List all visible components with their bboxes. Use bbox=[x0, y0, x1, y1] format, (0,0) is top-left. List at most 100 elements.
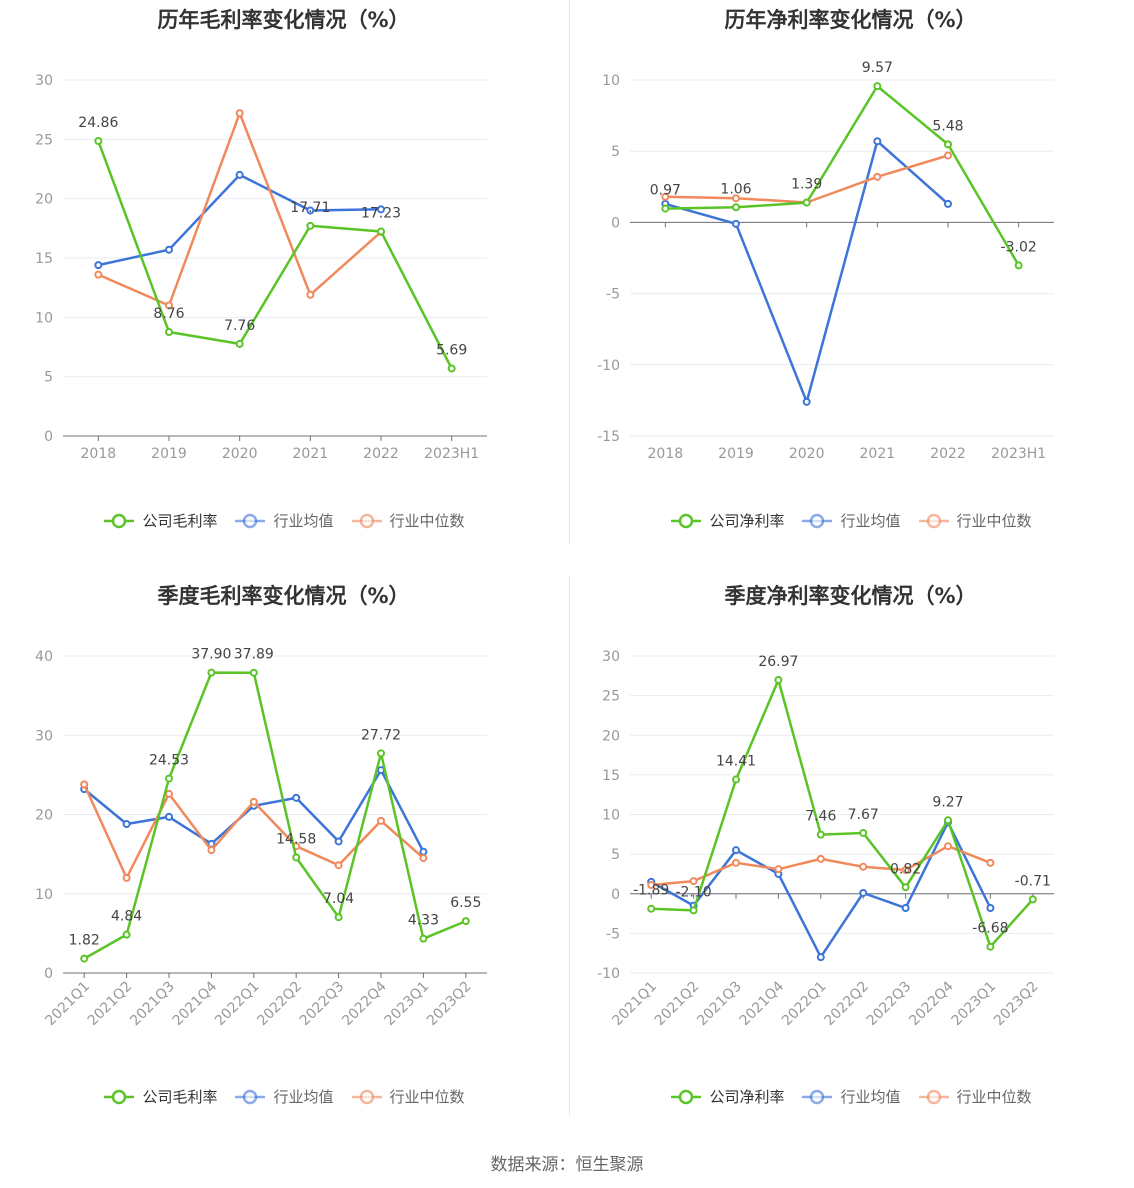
chart-legend[interactable]: 公司毛利率 行业均值 行业中位数 bbox=[0, 1086, 567, 1109]
data-point[interactable] bbox=[334, 837, 343, 846]
x-tick-label: 2022Q1 bbox=[779, 979, 830, 1030]
chart-legend[interactable]: 公司净利率 行业均值 行业中位数 bbox=[567, 1086, 1134, 1109]
legend-item[interactable]: 行业中位数 bbox=[350, 1086, 465, 1107]
chart-legend[interactable]: 公司净利率 行业均值 行业中位数 bbox=[567, 510, 1134, 533]
data-point[interactable] bbox=[165, 328, 173, 337]
data-point[interactable] bbox=[661, 192, 670, 201]
chart-legend[interactable]: 公司毛利率 行业均值 行业中位数 bbox=[0, 510, 567, 533]
data-label: 7.67 bbox=[848, 807, 879, 823]
data-point[interactable] bbox=[986, 904, 995, 913]
data-point[interactable] bbox=[873, 137, 882, 146]
data-point[interactable] bbox=[944, 816, 952, 825]
y-tick-label: 20 bbox=[35, 808, 53, 824]
data-point[interactable] bbox=[94, 136, 103, 145]
data-point[interactable] bbox=[419, 854, 428, 863]
data-point[interactable] bbox=[1028, 895, 1037, 904]
data-point[interactable] bbox=[165, 789, 173, 798]
data-point[interactable] bbox=[235, 339, 244, 348]
data-point[interactable] bbox=[647, 904, 656, 913]
data-point[interactable] bbox=[802, 198, 811, 207]
data-point[interactable] bbox=[986, 858, 995, 867]
y-tick-label: 15 bbox=[35, 251, 53, 267]
data-point[interactable] bbox=[859, 828, 868, 837]
data-point[interactable] bbox=[377, 227, 385, 236]
legend-item[interactable]: 公司净利率 bbox=[669, 1086, 784, 1107]
data-point[interactable] bbox=[235, 109, 244, 118]
legend-item[interactable]: 公司毛利率 bbox=[102, 510, 217, 531]
data-point[interactable] bbox=[1014, 261, 1023, 270]
data-point[interactable] bbox=[732, 194, 740, 203]
data-point[interactable] bbox=[732, 775, 740, 784]
data-point[interactable] bbox=[647, 881, 656, 890]
data-point[interactable] bbox=[873, 172, 882, 181]
data-point[interactable] bbox=[689, 877, 698, 886]
data-point[interactable] bbox=[94, 261, 103, 270]
data-point[interactable] bbox=[816, 830, 825, 839]
data-point[interactable] bbox=[901, 883, 910, 892]
legend-item[interactable]: 行业中位数 bbox=[917, 510, 1032, 531]
data-point[interactable] bbox=[165, 245, 173, 254]
legend-item[interactable]: 公司毛利率 bbox=[102, 1086, 217, 1107]
data-point[interactable] bbox=[873, 82, 882, 91]
data-point[interactable] bbox=[816, 854, 825, 863]
data-point[interactable] bbox=[306, 221, 315, 230]
data-point[interactable] bbox=[944, 140, 952, 149]
data-point[interactable] bbox=[165, 774, 173, 783]
data-point[interactable] bbox=[944, 199, 952, 208]
data-point[interactable] bbox=[732, 846, 740, 855]
data-point[interactable] bbox=[419, 934, 428, 943]
legend-item[interactable]: 行业均值 bbox=[233, 510, 334, 531]
data-point[interactable] bbox=[859, 888, 868, 897]
legend-item[interactable]: 行业均值 bbox=[800, 510, 901, 531]
data-point[interactable] bbox=[901, 904, 910, 913]
data-point[interactable] bbox=[732, 858, 740, 867]
data-point[interactable] bbox=[235, 170, 244, 179]
data-point[interactable] bbox=[249, 668, 258, 677]
data-point[interactable] bbox=[165, 301, 173, 310]
legend-item[interactable]: 行业中位数 bbox=[350, 510, 465, 531]
data-point[interactable] bbox=[292, 793, 301, 802]
legend-item[interactable]: 公司净利率 bbox=[669, 510, 784, 531]
data-point[interactable] bbox=[774, 865, 783, 874]
data-point[interactable] bbox=[859, 862, 868, 871]
legend-item[interactable]: 行业均值 bbox=[800, 1086, 901, 1107]
data-point[interactable] bbox=[447, 364, 456, 373]
data-point[interactable] bbox=[306, 290, 315, 299]
y-tick-label: 30 bbox=[602, 649, 620, 665]
data-point[interactable] bbox=[249, 797, 258, 806]
x-tick-label: 2022 bbox=[363, 446, 399, 462]
data-point[interactable] bbox=[901, 865, 910, 874]
data-point[interactable] bbox=[122, 930, 131, 939]
data-point[interactable] bbox=[461, 917, 470, 926]
data-point[interactable] bbox=[802, 397, 811, 406]
data-point[interactable] bbox=[377, 749, 385, 758]
data-point[interactable] bbox=[334, 913, 343, 922]
data-point[interactable] bbox=[306, 206, 315, 215]
data-point[interactable] bbox=[80, 954, 89, 963]
data-label: 1.39 bbox=[791, 177, 822, 193]
data-point[interactable] bbox=[122, 873, 131, 882]
legend-item[interactable]: 行业均值 bbox=[233, 1086, 334, 1107]
data-point[interactable] bbox=[419, 847, 428, 856]
legend-item[interactable]: 行业中位数 bbox=[917, 1086, 1032, 1107]
data-point[interactable] bbox=[661, 204, 670, 213]
data-point[interactable] bbox=[944, 151, 952, 160]
data-point[interactable] bbox=[207, 846, 216, 855]
data-point[interactable] bbox=[689, 906, 698, 915]
data-point[interactable] bbox=[122, 820, 131, 829]
data-point[interactable] bbox=[207, 668, 216, 677]
data-point[interactable] bbox=[94, 270, 103, 279]
data-point[interactable] bbox=[944, 842, 952, 851]
data-point[interactable] bbox=[732, 203, 740, 212]
data-point[interactable] bbox=[816, 953, 825, 962]
data-point[interactable] bbox=[165, 812, 173, 821]
data-point[interactable] bbox=[732, 219, 740, 228]
data-point[interactable] bbox=[334, 861, 343, 870]
data-point[interactable] bbox=[377, 816, 385, 825]
x-tick-label: 2023Q2 bbox=[991, 979, 1042, 1030]
data-point[interactable] bbox=[986, 942, 995, 951]
data-point[interactable] bbox=[292, 853, 301, 862]
data-point[interactable] bbox=[774, 676, 783, 685]
data-point[interactable] bbox=[80, 780, 89, 789]
data-point[interactable] bbox=[377, 205, 385, 214]
